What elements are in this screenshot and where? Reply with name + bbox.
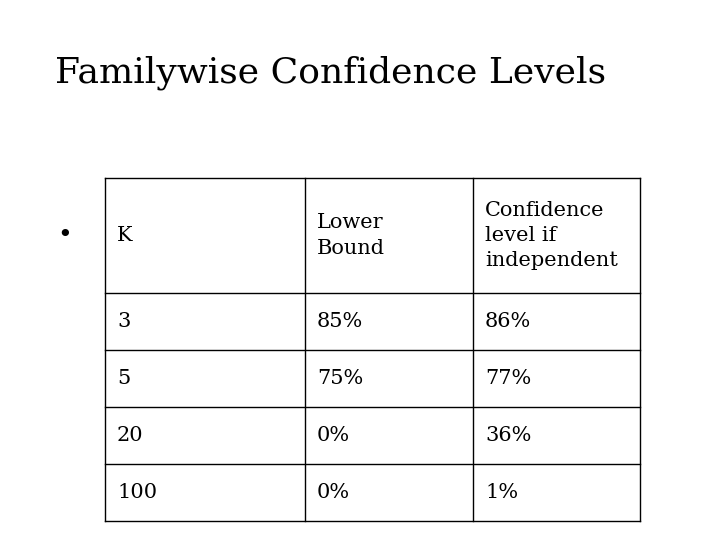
Text: 0%: 0% [317,426,350,445]
Text: 36%: 36% [485,426,531,445]
Text: Lower
Bound: Lower Bound [317,213,385,258]
Text: 85%: 85% [317,312,364,331]
Text: 20: 20 [117,426,143,445]
Text: 100: 100 [117,483,157,502]
Text: 86%: 86% [485,312,531,331]
Text: 0%: 0% [317,483,350,502]
Text: Familywise Confidence Levels: Familywise Confidence Levels [55,55,606,90]
Text: 1%: 1% [485,483,518,502]
Text: K: K [117,226,132,245]
Text: 75%: 75% [317,369,364,388]
Text: 3: 3 [117,312,130,331]
Text: 5: 5 [117,369,130,388]
Text: •: • [58,224,73,247]
Text: Confidence
level if
independent: Confidence level if independent [485,201,618,270]
Text: 77%: 77% [485,369,531,388]
